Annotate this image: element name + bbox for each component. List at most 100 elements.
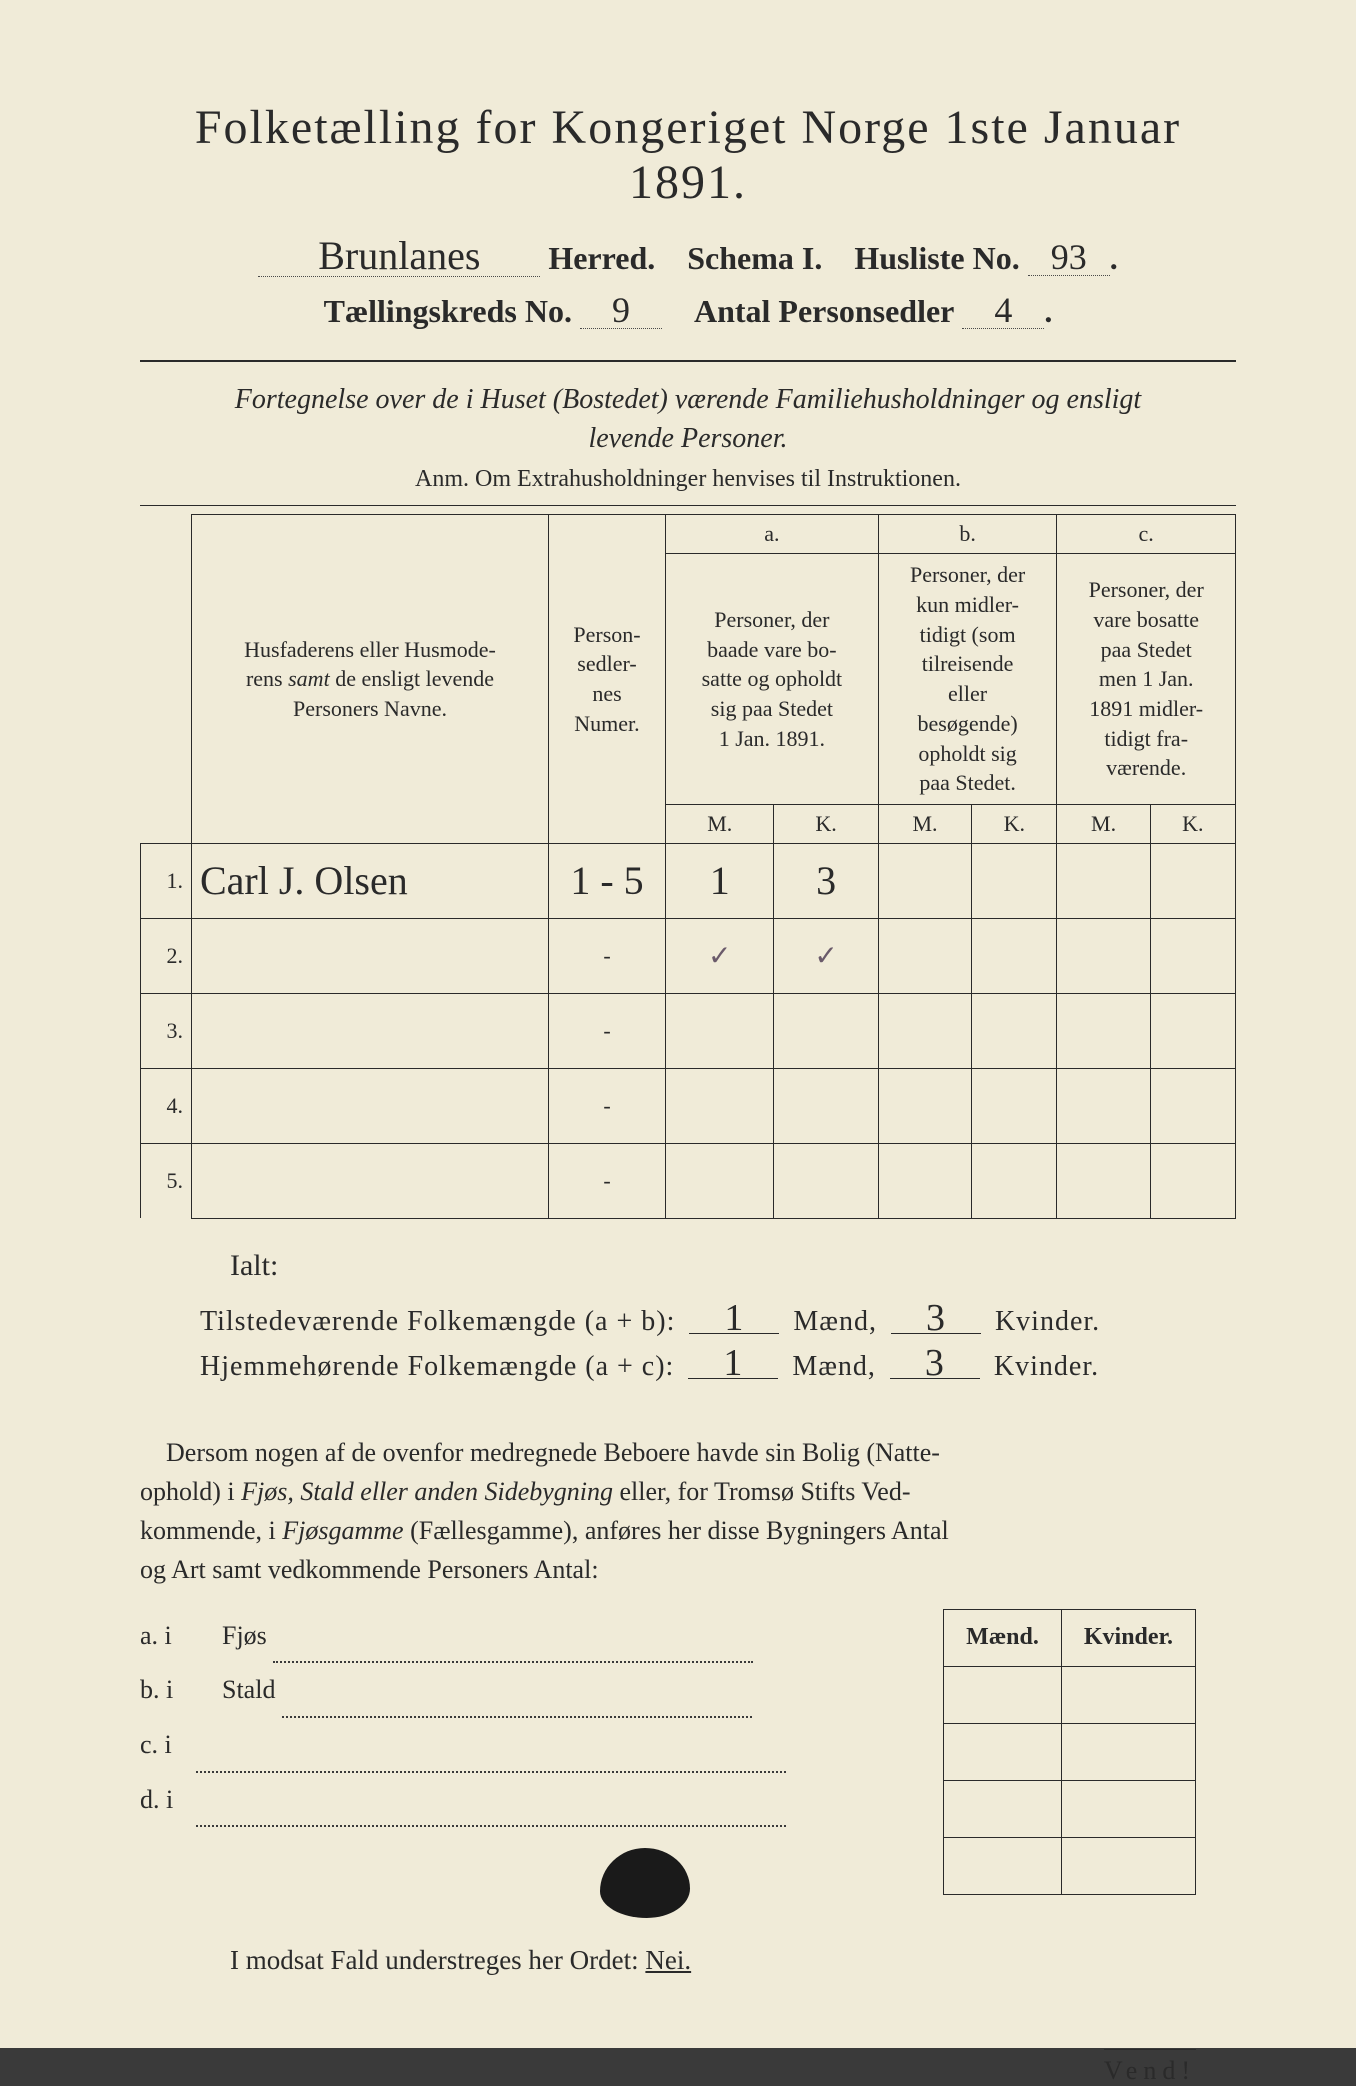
cell: ✓ — [814, 941, 837, 972]
cell — [666, 993, 774, 1068]
person-name: Carl J. Olsen — [200, 858, 408, 903]
cell — [878, 918, 971, 993]
header-line-1: Brunlanes Herred. Schema I. Husliste No.… — [140, 238, 1236, 277]
tot1-label: Tilstedeværende Folkemængde (a + b): — [200, 1306, 675, 1337]
col-c-m: M. — [1057, 804, 1150, 843]
bld-d: d. i — [140, 1773, 196, 1828]
cell — [774, 1068, 878, 1143]
cell: 3 — [816, 858, 836, 903]
bld-b: b. i — [140, 1663, 196, 1718]
row-num: 5. — [141, 1143, 192, 1218]
schema-label: Schema I. — [687, 240, 822, 276]
col-names: Husfaderens eller Husmode-rens samt de e… — [244, 637, 496, 721]
cell — [774, 993, 878, 1068]
building-list: a. i Fjøs b. i Stald c. i d. i — [140, 1609, 943, 1827]
cell — [878, 1068, 971, 1143]
cell — [972, 1068, 1057, 1143]
numer: - — [549, 993, 666, 1068]
buildings-section: a. i Fjøs b. i Stald c. i d. i Mænd. Kvi… — [140, 1609, 1236, 1895]
husliste-label: Husliste No. — [854, 240, 1019, 276]
col-c: Personer, dervare bosattepaa Stedetmen 1… — [1057, 554, 1236, 805]
tot2-k: 3 — [890, 1348, 980, 1379]
cell — [1057, 1068, 1150, 1143]
group-c: c. — [1057, 515, 1236, 554]
person-name — [192, 918, 549, 993]
cell — [1057, 1143, 1150, 1218]
table-row: 4. - — [141, 1068, 1236, 1143]
col-c-k: K. — [1150, 804, 1235, 843]
table-row: 3. - — [141, 993, 1236, 1068]
col-b-k: K. — [972, 804, 1057, 843]
herred-value: Brunlanes — [258, 238, 540, 277]
total-line-1: Tilstedeværende Folkemængde (a + b): 1 M… — [200, 1303, 1236, 1338]
cell — [1150, 993, 1235, 1068]
cell — [878, 993, 971, 1068]
cell — [972, 1143, 1057, 1218]
small-cell — [1061, 1837, 1195, 1894]
maend-label: Mænd, — [792, 1351, 876, 1382]
table-row: 5. - — [141, 1143, 1236, 1218]
cell — [666, 1068, 774, 1143]
cell — [1150, 1143, 1235, 1218]
col-a-m: M. — [666, 804, 774, 843]
cell — [1150, 1068, 1235, 1143]
cell — [1150, 918, 1235, 993]
small-cell — [944, 1666, 1062, 1723]
instruct-1: Fortegnelse over de i Huset (Bostedet) v… — [235, 384, 1141, 415]
small-table: Mænd. Kvinder. — [943, 1609, 1196, 1895]
person-name — [192, 1143, 549, 1218]
cell — [666, 1143, 774, 1218]
cell — [1057, 918, 1150, 993]
numer: 1 - 5 — [570, 858, 643, 903]
bld-c: c. i — [140, 1718, 196, 1773]
col-b: Personer, derkun midler-tidigt (somtilre… — [878, 554, 1057, 805]
tot1-m: 1 — [689, 1303, 779, 1334]
cell — [878, 1143, 971, 1218]
antal-value: 4 — [962, 294, 1044, 329]
numer: - — [549, 1068, 666, 1143]
small-cell — [1061, 1723, 1195, 1780]
small-cell — [944, 1837, 1062, 1894]
group-a: a. — [666, 515, 879, 554]
total-line-2: Hjemmehørende Folkemængde (a + c): 1 Mæn… — [200, 1348, 1236, 1383]
tot1-k: 3 — [891, 1303, 981, 1334]
group-b: b. — [878, 515, 1057, 554]
page-title: Folketælling for Kongeriget Norge 1ste J… — [140, 100, 1236, 210]
vend-text: Vend! — [1104, 2049, 1196, 2085]
small-cell — [1061, 1666, 1195, 1723]
antal-label: Antal Personsedler — [694, 293, 954, 329]
col-a-k: K. — [774, 804, 878, 843]
cell — [878, 843, 971, 918]
person-name — [192, 993, 549, 1068]
bld-a: a. i — [140, 1609, 196, 1664]
small-cell — [944, 1723, 1062, 1780]
cell — [1057, 843, 1150, 918]
tot2-label: Hjemmehørende Folkemængde (a + c): — [200, 1351, 674, 1382]
col-a: Personer, derbaade vare bo-satte og opho… — [666, 554, 879, 805]
instruct-2: levende Personer. — [588, 423, 787, 454]
divider-thin — [140, 505, 1236, 506]
small-cell — [1061, 1780, 1195, 1837]
ialt-label: Ialt: — [230, 1249, 1236, 1283]
vend-label: Vend! — [140, 2056, 1196, 2086]
instruction-text: Fortegnelse over de i Huset (Bostedet) v… — [140, 380, 1236, 458]
cell: ✓ — [708, 941, 731, 972]
cell — [774, 1143, 878, 1218]
table-row: 1. Carl J. Olsen 1 - 5 1 3 — [141, 843, 1236, 918]
small-kvinder: Kvinder. — [1061, 1609, 1195, 1666]
bld-a-label: Fjøs — [222, 1621, 267, 1650]
row-num: 1. — [141, 843, 192, 918]
kreds-value: 9 — [580, 294, 662, 329]
modsat-line: I modsat Fald understreges her Ordet: Ne… — [230, 1945, 1236, 1976]
cell — [972, 993, 1057, 1068]
small-cell — [944, 1780, 1062, 1837]
numer: - — [549, 1143, 666, 1218]
husliste-value: 93 — [1028, 241, 1110, 276]
row-num: 4. — [141, 1068, 192, 1143]
paragraph: Dersom nogen af de ovenfor medregnede Be… — [140, 1433, 1236, 1589]
kreds-label: Tællingskreds No. — [324, 293, 572, 329]
numer: - — [549, 918, 666, 993]
row-num: 3. — [141, 993, 192, 1068]
header-line-2: Tællingskreds No. 9 Antal Personsedler 4… — [140, 293, 1236, 330]
census-form-page: Folketælling for Kongeriget Norge 1ste J… — [0, 0, 1356, 2048]
